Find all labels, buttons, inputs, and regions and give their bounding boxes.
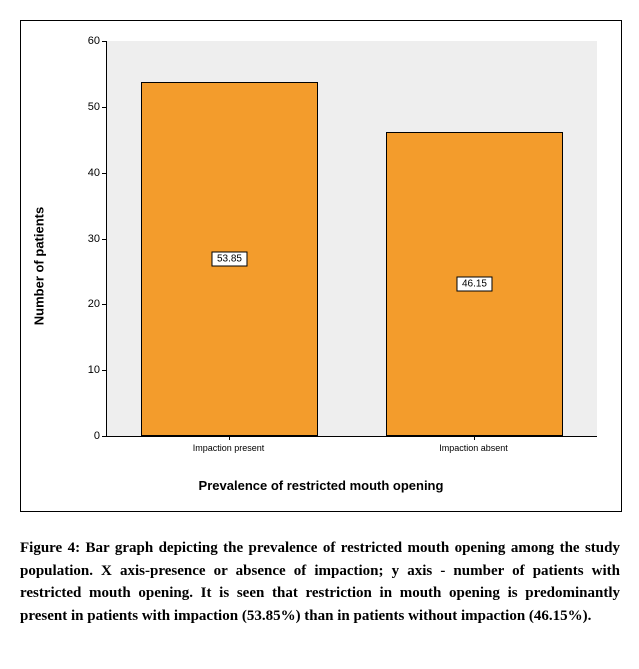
y-tick-label: 60 — [88, 35, 100, 47]
y-tick-label: 30 — [88, 233, 100, 245]
bar-value-label: 53.85 — [212, 251, 247, 266]
y-tick — [102, 370, 106, 371]
y-tick — [102, 436, 106, 437]
bar-value-label: 46.15 — [457, 277, 492, 292]
y-tick-label: 50 — [88, 101, 100, 113]
y-tick-label: 10 — [88, 364, 100, 376]
y-axis-label: Number of patients — [32, 207, 47, 325]
y-tick — [102, 173, 106, 174]
y-tick — [102, 41, 106, 42]
y-tick-label: 0 — [94, 430, 100, 442]
x-tick-label: Impaction present — [193, 443, 265, 453]
plot-area: 53.85 46.15 — [106, 41, 597, 437]
chart-container: 53.85 46.15 Number of patients Prevalence… — [20, 20, 622, 512]
x-tick — [474, 436, 475, 440]
caption-text: Figure 4: Bar graph depicting the preval… — [20, 540, 620, 624]
x-tick-label: Impaction absent — [439, 443, 508, 453]
bar-1: 46.15 — [386, 132, 562, 436]
figure-caption: Figure 4: Bar graph depicting the preval… — [20, 537, 620, 627]
y-tick — [102, 239, 106, 240]
bar-0: 53.85 — [141, 82, 317, 437]
y-tick-label: 20 — [88, 298, 100, 310]
x-axis-title: Prevalence of restricted mouth opening — [199, 478, 444, 493]
y-tick — [102, 107, 106, 108]
y-tick — [102, 304, 106, 305]
x-tick — [229, 436, 230, 440]
y-tick-label: 40 — [88, 167, 100, 179]
